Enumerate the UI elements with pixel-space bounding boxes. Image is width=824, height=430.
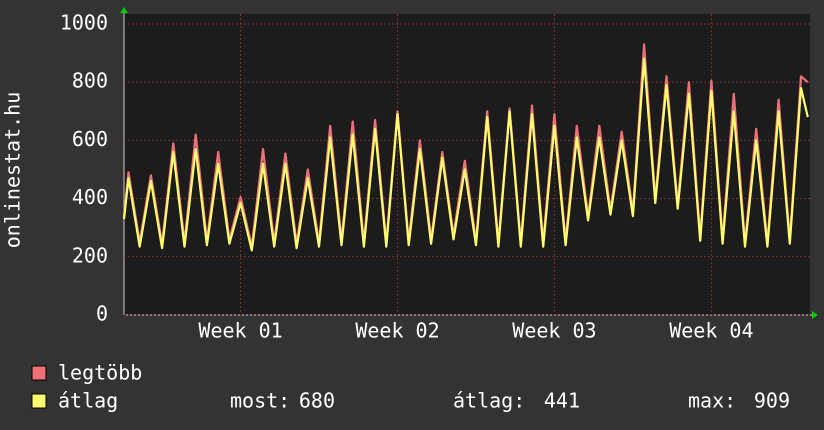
stat-value: 680: [299, 389, 335, 413]
legend-swatch: [31, 365, 47, 381]
axis-arrow: [812, 311, 818, 319]
stat-value: 441: [544, 389, 580, 413]
series-line: [122, 57, 809, 252]
y-tick-label: 0: [96, 302, 108, 326]
axis-arrow: [120, 7, 128, 13]
x-tick-label: Week 03: [512, 319, 596, 343]
y-tick-label: 200: [72, 243, 108, 267]
x-tick-label: Week 04: [669, 319, 753, 343]
legend-swatch: [31, 393, 47, 409]
y-tick-label: 400: [72, 185, 108, 209]
stat-value: 909: [754, 389, 790, 413]
y-axis-label: onlinestat.hu: [1, 92, 25, 249]
stat-label: max:: [688, 389, 736, 413]
y-tick-label: 600: [72, 127, 108, 151]
legend-label: legtöbb: [58, 361, 142, 385]
x-tick-label: Week 01: [198, 319, 282, 343]
y-tick-label: 800: [72, 69, 108, 93]
stat-label: most:: [230, 389, 290, 413]
y-tick-label: 1000: [60, 11, 108, 35]
stat-label: átlag:: [453, 389, 525, 413]
plot-area: [124, 14, 810, 315]
legend-label: átlag: [58, 389, 118, 413]
x-tick-label: Week 02: [355, 319, 439, 343]
